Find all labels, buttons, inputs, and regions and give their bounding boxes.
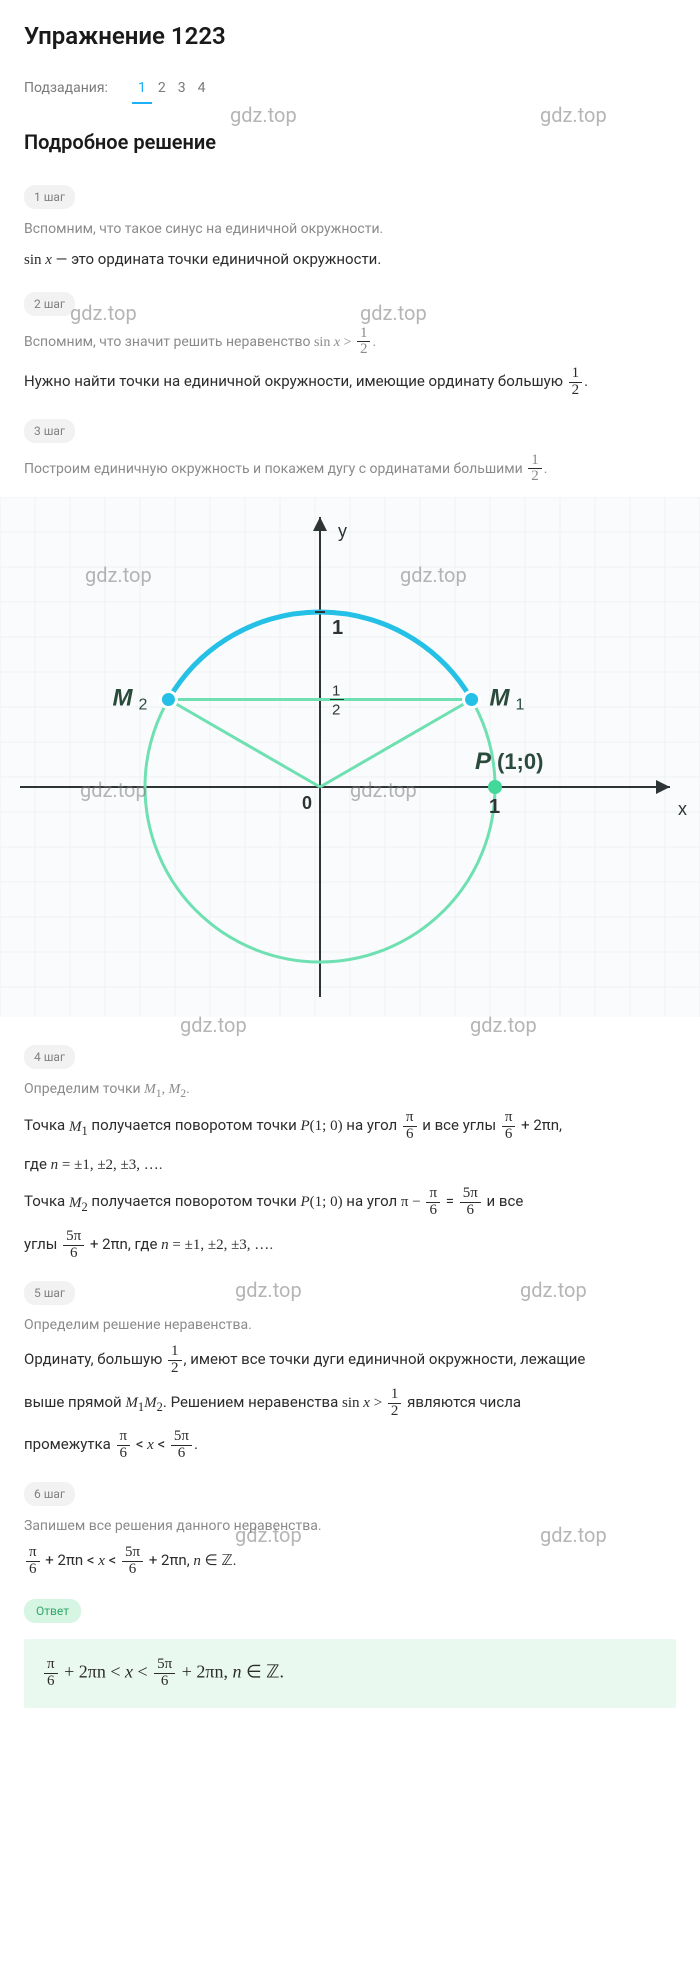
step-muted: Вспомним, что такое синус на единичной о… [24, 219, 676, 240]
page-title: Упражнение 1223 [24, 0, 676, 72]
step-badge: 2 шаг [24, 292, 75, 316]
unit-circle-diagram: yx01112M1M2P(1;0) [0, 497, 700, 1017]
svg-text:y: y [338, 521, 347, 541]
step-text: Точка M1 получается поворотом точки P(1;… [24, 1110, 676, 1143]
step-muted: Запишем все решения данного неравенства. [24, 1516, 676, 1537]
step-badge: 5 шаг [24, 1281, 75, 1305]
step-text: где n = ±1, ±2, ±3, …. [24, 1153, 676, 1177]
step-muted: Определим решение неравенства. [24, 1315, 676, 1336]
svg-text:M: M [490, 685, 511, 712]
step-text: Точка M2 получается поворотом точки P(1;… [24, 1186, 676, 1219]
svg-text:(1;0): (1;0) [497, 749, 543, 774]
step-badge: 1 шаг [24, 185, 75, 209]
step-badge: 3 шаг [24, 419, 75, 443]
answer-badge: Ответ [24, 1599, 81, 1623]
solution-title: Подробное решение [24, 109, 676, 175]
svg-text:P: P [475, 748, 492, 775]
subtask-2[interactable]: 2 [152, 76, 172, 102]
answer-box: π6 + 2πn < x < 5π6 + 2πn, n ∈ ℤ. [24, 1639, 676, 1708]
step-text: углы 5π6 + 2πn, где n = ±1, ±2, ±3, …. [24, 1229, 676, 1262]
page-container: Упражнение 1223 Подзадания: 1234 Подробн… [0, 0, 700, 1748]
step-text: Ординату, большую 12, имеют все точки ду… [24, 1344, 676, 1377]
step-muted: Вспомним, что значит решить неравенство … [24, 326, 676, 359]
svg-text:0: 0 [302, 793, 312, 813]
step-text: выше прямой M1M2. Решением неравенства s… [24, 1387, 676, 1420]
step-text: π6 + 2πn < x < 5π6 + 2πn, n ∈ ℤ. [24, 1545, 676, 1578]
subtask-4[interactable]: 4 [192, 76, 212, 102]
diagram-container: yx01112M1M2P(1;0) [0, 497, 700, 1017]
svg-text:M: M [112, 685, 133, 712]
step-text: Нужно найти точки на единичной окружност… [24, 366, 676, 399]
svg-text:1: 1 [516, 697, 525, 714]
step-badge: 4 шаг [24, 1045, 75, 1069]
svg-text:1: 1 [489, 796, 500, 818]
svg-text:2: 2 [332, 702, 340, 719]
svg-text:x: x [678, 799, 687, 819]
svg-text:1: 1 [332, 683, 340, 700]
step-badge: 6 шаг [24, 1482, 75, 1506]
subtask-label: Подзадания: [24, 78, 108, 99]
subtask-row: Подзадания: 1234 [24, 72, 676, 109]
svg-text:1: 1 [332, 617, 343, 639]
subtask-3[interactable]: 3 [172, 76, 192, 102]
step-muted: Определим точки M1, M2. [24, 1079, 676, 1102]
step-muted: Построим единичную окружность и покажем … [24, 453, 676, 486]
svg-text:2: 2 [138, 697, 147, 714]
subtask-1[interactable]: 1 [132, 76, 152, 104]
step-text: sin x — это ордината точки единичной окр… [24, 248, 676, 272]
step-text: промежутка π6 < x < 5π6. [24, 1429, 676, 1462]
